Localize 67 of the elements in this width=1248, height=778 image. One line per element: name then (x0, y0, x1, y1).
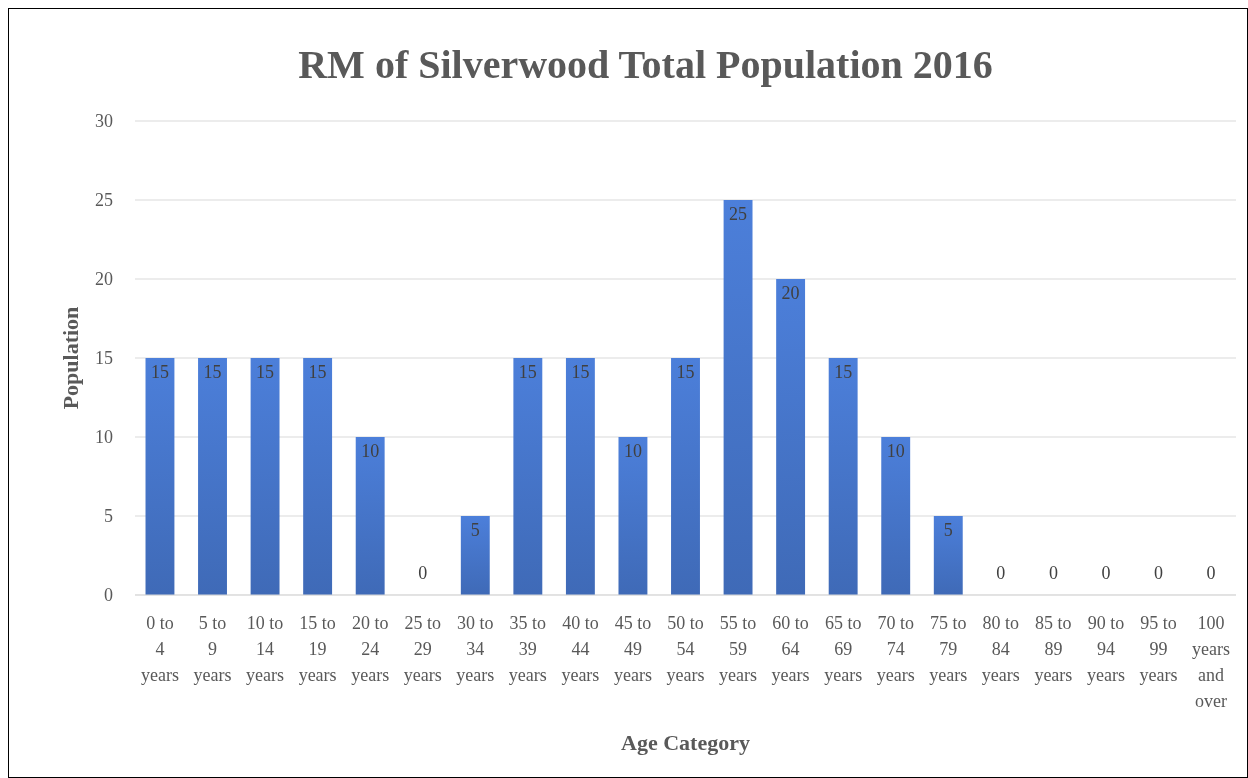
bar (145, 358, 175, 595)
x-tick-label: 15 to 19 years (298, 613, 337, 685)
x-tick-label: 65 to 69 years (824, 613, 863, 685)
data-label: 15 (834, 362, 853, 382)
data-label: 0 (418, 563, 428, 583)
x-tick-label: 10 to 14 years (246, 613, 285, 685)
bar (565, 358, 595, 595)
data-label: 25 (729, 204, 748, 224)
chart-title: RM of Silverwood Total Population 2016 (298, 42, 993, 87)
bar (933, 516, 963, 595)
data-label: 0 (1048, 563, 1058, 583)
x-tick-label: 35 to 39 years (508, 613, 547, 685)
bar (250, 358, 280, 595)
data-label: 0 (1101, 563, 1111, 583)
bar (776, 279, 806, 595)
x-tick-label: 55 to 59 years (719, 613, 758, 685)
x-axis-title: Age Category (621, 730, 750, 755)
data-label: 15 (203, 362, 222, 382)
data-label: 15 (676, 362, 695, 382)
bar (881, 437, 911, 595)
data-label: 15 (256, 362, 275, 382)
y-tick-label: 15 (95, 348, 113, 368)
x-tick-label: 40 to 44 years (561, 613, 600, 685)
x-tick-label: 85 to 89 years (1034, 613, 1073, 685)
data-label: 15 (518, 362, 537, 382)
x-tick-label: 95 to 99 years (1139, 613, 1178, 685)
y-tick-label: 25 (95, 190, 113, 210)
x-tick-label: 25 to 29 years (403, 613, 442, 685)
data-label: 15 (308, 362, 327, 382)
data-label: 10 (361, 441, 380, 461)
bar (828, 358, 858, 595)
x-tick-label: 30 to 34 years (456, 613, 495, 685)
data-label: 15 (150, 362, 169, 382)
data-label: 0 (1153, 563, 1163, 583)
data-label: 5 (470, 520, 480, 540)
x-tick-label: 5 to 9 years (193, 613, 232, 685)
y-tick-label: 30 (95, 111, 113, 131)
data-label: 5 (943, 520, 953, 540)
x-tick-label: 20 to 24 years (351, 613, 390, 685)
data-label: 10 (886, 441, 905, 461)
data-label: 20 (781, 283, 800, 303)
bar (513, 358, 543, 595)
y-tick-label: 10 (95, 427, 113, 447)
y-tick-label: 0 (104, 585, 113, 605)
bar (355, 437, 385, 595)
data-label: 0 (1206, 563, 1216, 583)
data-label: 15 (571, 362, 590, 382)
bar (618, 437, 648, 595)
x-tick-label: 75 to 79 years (929, 613, 968, 685)
data-label: 10 (623, 441, 642, 461)
y-tick-label: 5 (104, 506, 113, 526)
bar (671, 358, 700, 595)
x-tick-label: 100 years and over (1192, 613, 1231, 711)
x-tick-label: 50 to 54 years (666, 613, 705, 685)
y-axis-title: Population (58, 306, 83, 410)
x-tick-label: 70 to 74 years (876, 613, 915, 685)
x-tick-label: 80 to 84 years (981, 613, 1020, 685)
bar (460, 516, 490, 595)
bar (198, 358, 227, 595)
data-label: 0 (996, 563, 1006, 583)
bar (303, 358, 333, 595)
y-tick-label: 20 (95, 269, 113, 289)
x-tick-label: 60 to 64 years (771, 613, 810, 685)
bar (723, 200, 753, 595)
x-tick-label: 0 to 4 years (140, 613, 179, 685)
x-tick-label: 90 to 94 years (1086, 613, 1125, 685)
x-tick-label: 45 to 49 years (613, 613, 652, 685)
